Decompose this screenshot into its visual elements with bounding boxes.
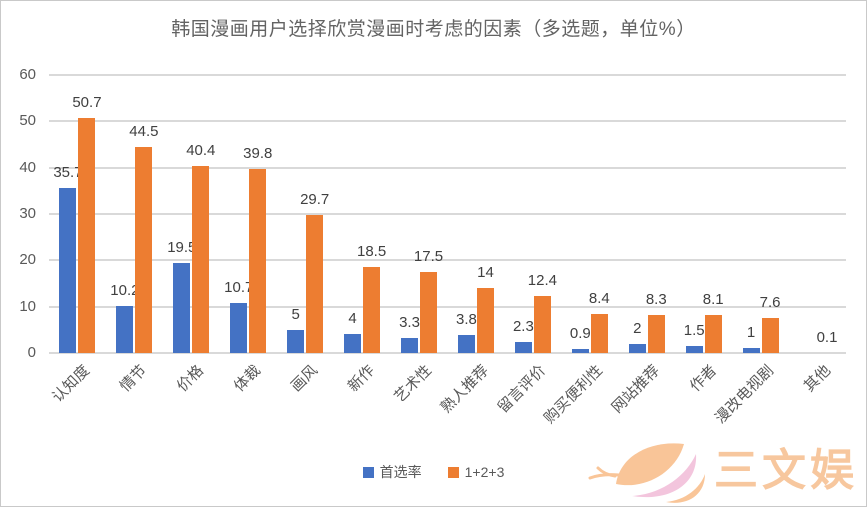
data-label: 12.4 (527, 271, 557, 289)
bar-1+2+3 (590, 314, 608, 353)
bar-首选率 (571, 348, 589, 353)
data-label: 39.8 (243, 144, 273, 162)
data-label: 29.7 (300, 191, 330, 209)
data-label: 18.5 (356, 243, 387, 261)
bar-1+2+3 (78, 118, 96, 353)
y-axis-tick-label: 10 (19, 297, 36, 315)
data-label: 44.5 (129, 122, 159, 140)
x-category-label: 漫改电视剧 (711, 362, 777, 428)
gridline (49, 74, 846, 76)
data-label: 1.5 (683, 322, 705, 340)
watermark: 三文娱 (588, 438, 858, 504)
bar-首选率 (742, 348, 760, 353)
y-axis-tick-label: 40 (19, 158, 36, 176)
data-label: 4 (348, 310, 357, 328)
legend-item-top3: 1+2+3 (447, 464, 505, 480)
y-axis-tick-label: 30 (19, 205, 36, 222)
legend: 首选率 1+2+3 (1, 462, 866, 482)
bar-首选率 (287, 329, 305, 353)
data-label: 7.6 (759, 293, 781, 311)
y-axis-tick-label: 20 (19, 251, 36, 269)
bar-首选率 (628, 343, 646, 353)
bar-1+2+3 (647, 314, 665, 353)
data-label: 8.4 (588, 290, 610, 308)
bar-1+2+3 (249, 168, 267, 353)
x-category-label: 其他 (800, 362, 834, 396)
y-axis-tick-label: 50 (19, 112, 36, 130)
data-label: 1 (746, 324, 756, 342)
bar-1+2+3 (704, 315, 722, 353)
data-label: 50.7 (72, 94, 102, 112)
x-category-label: 作者 (686, 362, 720, 396)
x-category-label: 体裁 (231, 362, 265, 396)
data-label: 8.3 (645, 290, 667, 308)
data-label: 10.7 (224, 279, 254, 297)
gridline (49, 120, 846, 123)
data-label: 3.3 (399, 313, 420, 331)
data-label: 10.2 (110, 281, 140, 299)
bar-首选率 (173, 262, 191, 353)
x-category-label: 留言评价 (494, 362, 549, 417)
gridline (49, 166, 846, 169)
bar-1+2+3 (533, 295, 551, 353)
bar-1+2+3 (135, 146, 153, 353)
bar-1+2+3 (476, 288, 494, 353)
data-label: 2.3 (512, 318, 534, 336)
bar-首选率 (59, 187, 77, 353)
data-label: 17.5 (413, 247, 444, 265)
gridline (49, 352, 846, 354)
bar-1+2+3 (761, 317, 779, 353)
x-category-label: 熟人推荐 (437, 362, 492, 417)
x-category-label: 情节 (117, 362, 151, 396)
legend-swatch-top3 (447, 466, 459, 478)
bar-1+2+3 (363, 267, 381, 353)
y-axis-tick-label: 60 (19, 66, 36, 83)
data-label: 0.9 (569, 324, 591, 342)
chart-title: 韩国漫画用户选择欣赏漫画时考虑的因素（多选题，单位%） (171, 19, 696, 40)
bar-首选率 (685, 346, 703, 353)
x-category-label: 网站推荐 (608, 362, 663, 417)
legend-swatch-first-choice (362, 466, 374, 478)
gridline (49, 213, 846, 215)
gridline (49, 259, 846, 262)
bar-首选率 (230, 303, 248, 353)
watermark-text: 三文娱 (714, 446, 858, 495)
bar-首选率 (116, 305, 134, 353)
data-label: 5 (291, 305, 300, 323)
y-axis-tick-label: 0 (27, 344, 36, 361)
bar-1+2+3 (306, 215, 324, 353)
legend-label: 首选率 (379, 464, 422, 480)
bar-1+2+3 (420, 271, 438, 353)
data-label: 14 (477, 264, 494, 282)
data-label: 35.7 (53, 163, 83, 181)
x-category-label: 新作 (344, 362, 379, 396)
x-category-label: 艺术性 (391, 362, 436, 406)
data-label: 40.4 (186, 141, 216, 159)
bar-首选率 (344, 334, 362, 353)
legend-item-first-choice: 首选率 (362, 462, 422, 482)
data-label: 3.8 (456, 311, 477, 329)
bar-首选率 (514, 342, 532, 353)
data-label: 19.5 (167, 238, 197, 256)
data-label: 0.1 (816, 328, 838, 346)
bar-1+2+3 (192, 165, 210, 353)
bar-首选率 (457, 335, 475, 353)
x-category-label: 认知度 (49, 362, 94, 406)
data-label: 8.1 (702, 291, 724, 309)
salmon-fish-logo-icon (588, 443, 705, 503)
x-category-label: 画风 (287, 362, 322, 396)
legend-label: 1+2+3 (464, 464, 505, 480)
data-label: 2 (633, 319, 642, 337)
x-category-label: 购买便利性 (540, 362, 606, 428)
bar-首选率 (401, 337, 419, 353)
x-category-label: 价格 (174, 362, 208, 396)
gridline (49, 305, 846, 308)
